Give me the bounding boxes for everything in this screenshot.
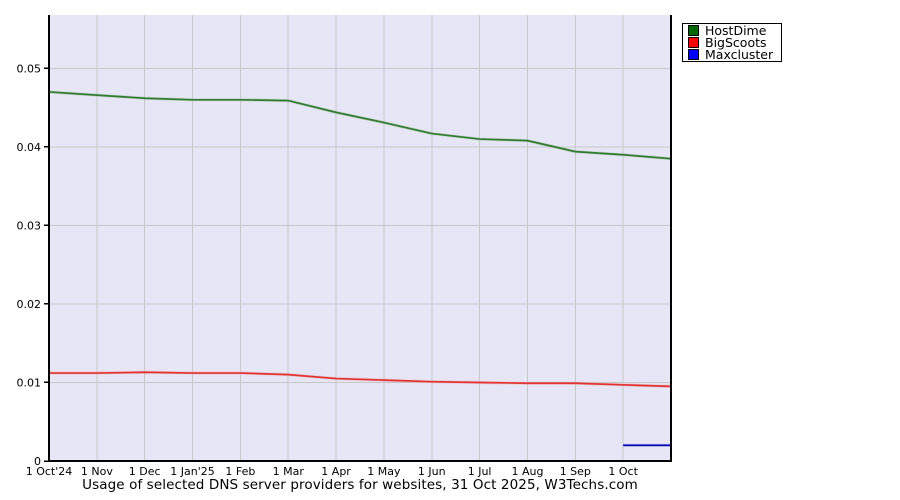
x-tick-label: 1 Jun (418, 465, 446, 478)
x-tick-label: 1 May (367, 465, 401, 478)
legend-item-bigscoots: BigScoots (688, 35, 777, 50)
y-tick-label: 0.04 (17, 141, 42, 154)
x-tick-label: 1 Mar (273, 465, 305, 478)
y-tick-label: 0.05 (17, 62, 42, 75)
bigscoots-swatch-icon (688, 37, 699, 48)
x-tick-label: 1 Nov (81, 465, 113, 478)
legend-label: Maxcluster (705, 47, 774, 62)
x-tick-label: 1 Apr (321, 465, 351, 478)
y-tick-label: 0.01 (17, 376, 42, 389)
x-tick-label: 1 Oct'24 (26, 465, 73, 478)
x-tick-label: 1 Aug (511, 465, 543, 478)
legend-item-maxcluster: Maxcluster (688, 47, 777, 62)
x-tick-label: 1 Jan'25 (170, 465, 214, 478)
legend-label: BigScoots (705, 35, 767, 50)
x-tick-label: 1 Oct (608, 465, 638, 478)
hostdime-swatch-icon (688, 25, 699, 36)
maxcluster-swatch-icon (688, 49, 699, 60)
y-tick-label: 0.02 (17, 298, 42, 311)
legend-item-hostdime: HostDime (688, 23, 777, 38)
x-tick-label: 1 Feb (225, 465, 255, 478)
x-tick-label: 1 Sep (560, 465, 591, 478)
x-tick-label: 1 Dec (129, 465, 161, 478)
x-tick-label: 1 Jul (468, 465, 492, 478)
legend-label: HostDime (705, 23, 767, 38)
chart-title: Usage of selected DNS server providers f… (82, 477, 638, 493)
series-line-hostdime (48, 91, 672, 160)
series-line-bigscoots (49, 371, 672, 388)
y-tick-label: 0 (34, 455, 41, 468)
legend: HostDime BigScoots Maxcluster (682, 23, 782, 62)
y-tick-label: 0.03 (17, 219, 42, 232)
plot-background (49, 15, 671, 461)
